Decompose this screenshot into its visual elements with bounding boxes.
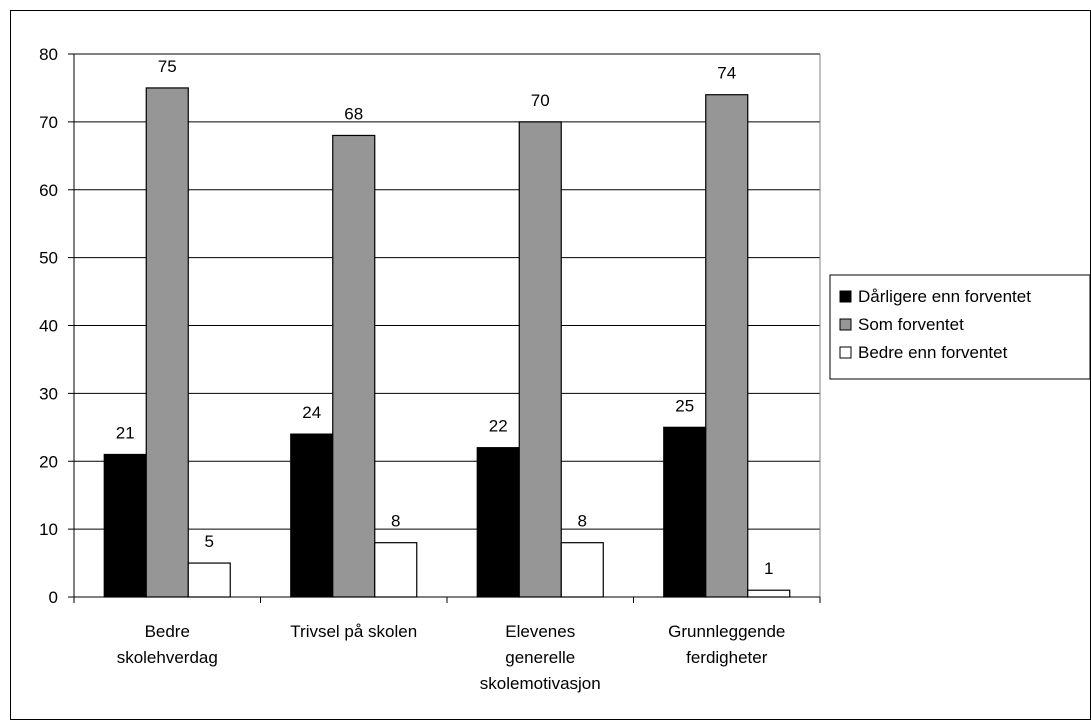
x-tick-label-line: Bedre: [145, 622, 190, 641]
y-tick-label: 80: [39, 45, 58, 64]
x-tick-label: Grunnleggende ferdigheter: [668, 622, 785, 667]
legend-label: Dårligere enn forventet: [858, 287, 1031, 306]
bar: [705, 94, 749, 598]
data-label: 1: [764, 559, 773, 578]
y-tick-label: 30: [39, 384, 58, 403]
bar: [103, 453, 147, 598]
y-tick-label: 70: [39, 113, 58, 132]
x-tick-label-line: skolehverdag: [117, 648, 218, 667]
data-label: 25: [675, 396, 694, 415]
x-tick-label: Bedre skolehverdag: [117, 622, 218, 667]
bar: [560, 542, 604, 598]
bar: [187, 562, 231, 598]
legend-label: Bedre enn forventet: [858, 343, 1008, 362]
data-label: 75: [158, 57, 177, 76]
x-tick-label-line: Elevenes: [505, 622, 575, 641]
data-label: 68: [344, 104, 363, 123]
x-tick-label-line: Trivsel på skolen: [290, 622, 417, 641]
data-label: 21: [116, 423, 135, 442]
data-label: 70: [531, 91, 550, 110]
y-tick-label: 10: [39, 520, 58, 539]
bar: [332, 134, 376, 598]
x-tick-label-line: Grunnleggende: [668, 622, 785, 641]
bar: [518, 121, 562, 598]
axes: 0 10 20 30 40 50 60 70 80 Bedre skolehverdag Trivse…: [39, 45, 821, 693]
data-label: 5: [205, 532, 214, 551]
x-tick-label-line: ferdigheter: [686, 648, 768, 667]
legend-swatch: [839, 290, 852, 303]
data-label: 74: [717, 64, 736, 83]
legend-swatch: [839, 346, 852, 359]
bar: [145, 87, 189, 598]
x-tick-label-line: skolemotivasjon: [480, 674, 601, 693]
x-tick-label-line: generelle: [505, 648, 575, 667]
x-tick-label: Trivsel på skolen: [290, 622, 417, 641]
data-label: 8: [391, 512, 400, 531]
data-labels: 21 75 5 24 68 8 22 70 8 25 74 1: [116, 57, 774, 578]
x-tick-label: Elevenes generelle skolemotivasjon: [480, 622, 601, 693]
legend: Dårligere enn forventet Som forventet Bedr…: [829, 274, 1091, 380]
legend-box: [829, 274, 1091, 380]
y-tick-label: 40: [39, 317, 58, 336]
y-tick-label: 20: [39, 452, 58, 471]
bar: [663, 426, 707, 598]
y-tick-label: 0: [49, 588, 58, 607]
bar: [290, 433, 334, 598]
y-tick-label: 50: [39, 249, 58, 268]
data-label: 22: [489, 417, 508, 436]
bars: [103, 87, 791, 598]
legend-swatch: [839, 318, 852, 331]
legend-label: Som forventet: [858, 315, 964, 334]
bar: [476, 447, 520, 598]
data-label: 8: [578, 512, 587, 531]
bar: [747, 589, 791, 598]
bar: [374, 542, 418, 598]
data-label: 24: [302, 403, 321, 422]
y-tick-label: 60: [39, 181, 58, 200]
